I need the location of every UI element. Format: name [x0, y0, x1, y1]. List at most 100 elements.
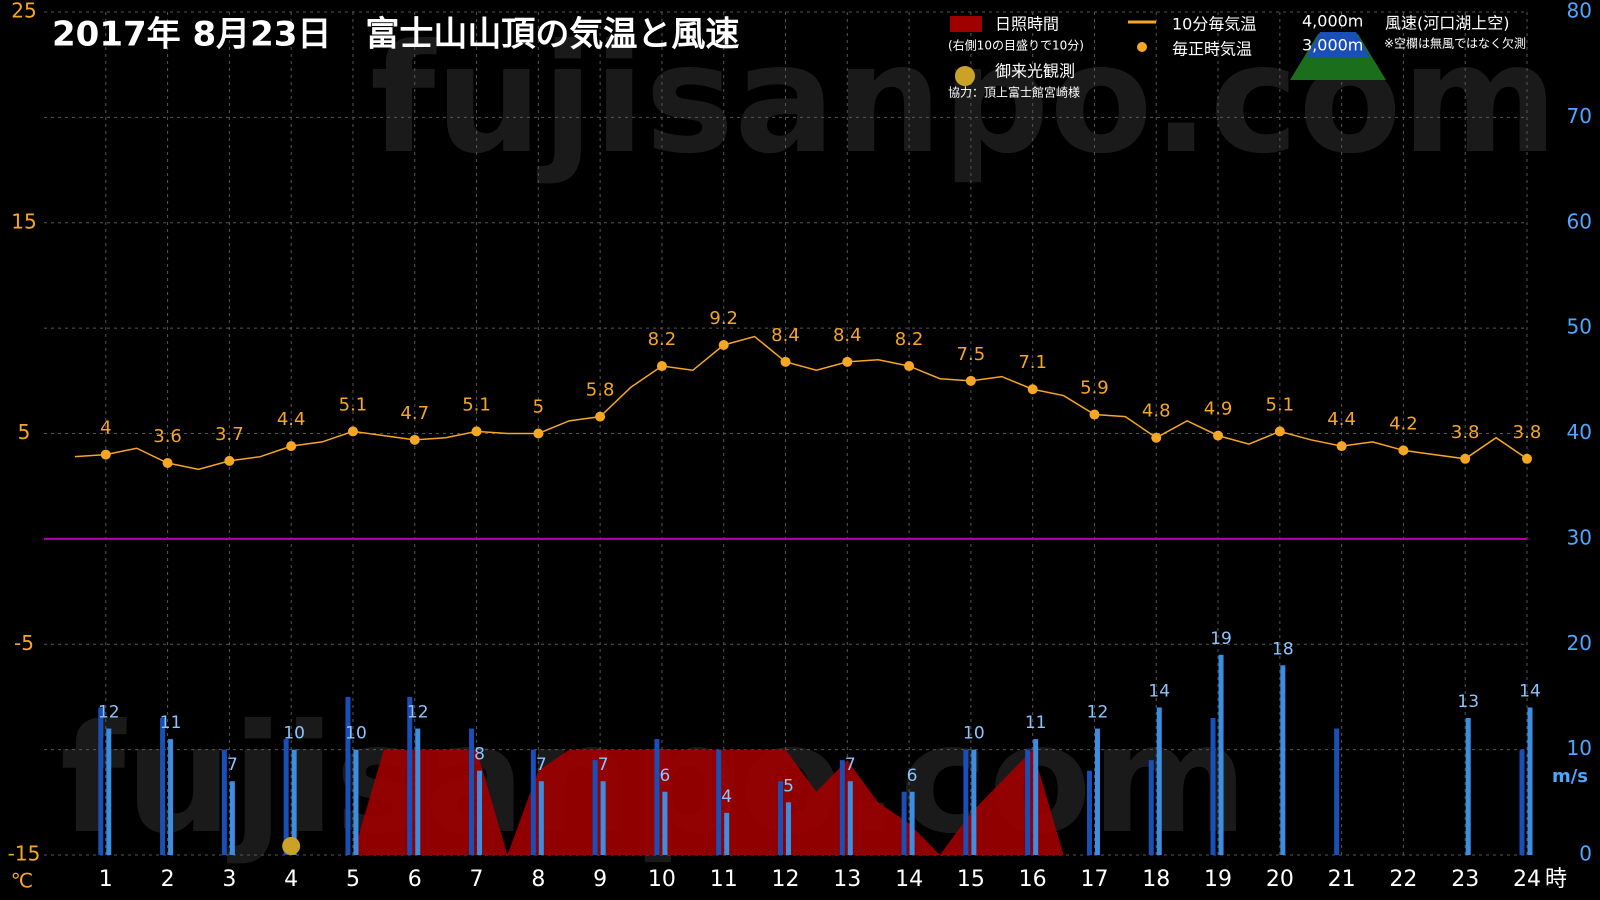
- data-label: 3.8: [1513, 422, 1542, 443]
- temp-point: [162, 458, 173, 469]
- wind-bar: [1218, 654, 1224, 855]
- temp-point: [100, 449, 111, 460]
- temp-point: [1089, 409, 1100, 420]
- data-label: 3.6: [153, 426, 182, 447]
- data-label: 19: [1210, 629, 1232, 649]
- legend-swatch: [950, 16, 982, 32]
- data-label: 14: [1519, 681, 1541, 701]
- x-tick-label: 22: [1389, 867, 1417, 892]
- wind-bar: [538, 781, 544, 855]
- y-tick-label: -5: [14, 631, 34, 655]
- wind-bar: [1280, 665, 1286, 855]
- axis-label: 時: [1545, 867, 1567, 892]
- data-label: 8.2: [648, 329, 677, 350]
- wind-bar: [1033, 739, 1039, 855]
- x-tick-label: 4: [284, 867, 298, 892]
- x-tick-label: 6: [408, 867, 422, 892]
- wind-bar: [168, 739, 174, 855]
- legend-label: 10分毎気温: [1172, 15, 1256, 34]
- y-tick-label: 15: [11, 209, 36, 233]
- wind-bar: [160, 718, 166, 855]
- wind-bar: [592, 760, 598, 855]
- temp-point: [1151, 432, 1162, 443]
- temp-point: [718, 339, 729, 350]
- data-label: 18: [1272, 639, 1294, 659]
- x-tick-label: 1: [99, 867, 113, 892]
- y-tick-label: -15: [8, 842, 41, 866]
- temp-point: [224, 455, 235, 466]
- wind-bar: [1025, 749, 1031, 855]
- y2-tick-label: 20: [1567, 631, 1592, 655]
- legend-label: 日照時間: [995, 15, 1059, 34]
- x-tick-label: 15: [957, 867, 985, 892]
- data-label: 5.1: [1266, 394, 1295, 415]
- data-label: 3.8: [1451, 422, 1480, 443]
- temp-point: [780, 356, 791, 367]
- data-label: 5: [783, 776, 794, 796]
- wind-bar: [654, 739, 660, 855]
- temp-point: [1398, 445, 1409, 456]
- wind-bar: [353, 749, 359, 855]
- data-label: 4.9: [1204, 399, 1233, 420]
- x-tick-label: 17: [1080, 867, 1108, 892]
- wind-bar: [1086, 770, 1092, 855]
- wind-bar: [345, 696, 351, 855]
- x-tick-label: 24: [1513, 867, 1541, 892]
- temp-point: [1213, 430, 1224, 441]
- sunshine-area: [352, 749, 1064, 855]
- data-label: 8: [474, 745, 485, 765]
- temp-point: [965, 375, 976, 386]
- credit: 協力：頂上富士館宮崎様: [948, 85, 1080, 100]
- x-tick-label: 10: [648, 867, 676, 892]
- x-tick-label: 8: [531, 867, 545, 892]
- data-label: 4.7: [400, 403, 429, 424]
- y2-tick-label: 10: [1567, 736, 1592, 760]
- wind-bar: [1094, 728, 1100, 855]
- wind-bar: [786, 802, 791, 855]
- wind-bar: [530, 749, 536, 855]
- legend-label: 御来光観測: [995, 62, 1075, 81]
- y2-tick-label: 80: [1567, 0, 1592, 23]
- x-tick-label: 20: [1266, 867, 1294, 892]
- wind-bar: [662, 791, 668, 855]
- data-label: 14: [1148, 681, 1170, 701]
- x-tick-label: 11: [710, 867, 738, 892]
- wind-bar: [415, 728, 421, 855]
- wind-bar: [1465, 718, 1471, 855]
- wind-bar: [1148, 760, 1154, 855]
- data-label: 11: [160, 713, 182, 733]
- data-label: 5.8: [586, 380, 615, 401]
- data-label: 8.2: [895, 329, 924, 350]
- wind-bar: [283, 739, 289, 855]
- data-label: 9.2: [709, 308, 738, 329]
- wind-bar: [1527, 707, 1533, 855]
- data-label: 4.4: [277, 409, 306, 430]
- data-label: 3.7: [215, 424, 244, 445]
- data-label: 12: [1087, 703, 1109, 723]
- wind-bar: [716, 749, 722, 855]
- wind-bar: [221, 749, 227, 855]
- wind-bar: [229, 781, 235, 855]
- temp-point: [347, 426, 358, 437]
- axis-label: m/s: [1552, 766, 1588, 787]
- temp-point: [471, 426, 482, 437]
- x-tick-label: 14: [895, 867, 923, 892]
- data-label: 7.5: [957, 344, 986, 365]
- x-tick-label: 19: [1204, 867, 1232, 892]
- wind-bar: [909, 791, 915, 855]
- data-label: 5.1: [462, 394, 491, 415]
- mountain-icon: [1306, 32, 1370, 58]
- data-label: 10: [345, 724, 367, 744]
- data-label: 7: [536, 755, 547, 775]
- data-label: 7: [845, 755, 856, 775]
- temp-point: [1460, 453, 1471, 464]
- wind-bar: [469, 728, 475, 855]
- temp-point: [286, 441, 297, 452]
- data-label: 7: [598, 755, 609, 775]
- x-tick-label: 16: [1019, 867, 1047, 892]
- x-tick-label: 3: [222, 867, 236, 892]
- temp-line: [74, 335, 1528, 471]
- temp-point: [1027, 384, 1038, 395]
- wind-bar: [901, 791, 907, 855]
- temp-point: [409, 434, 420, 445]
